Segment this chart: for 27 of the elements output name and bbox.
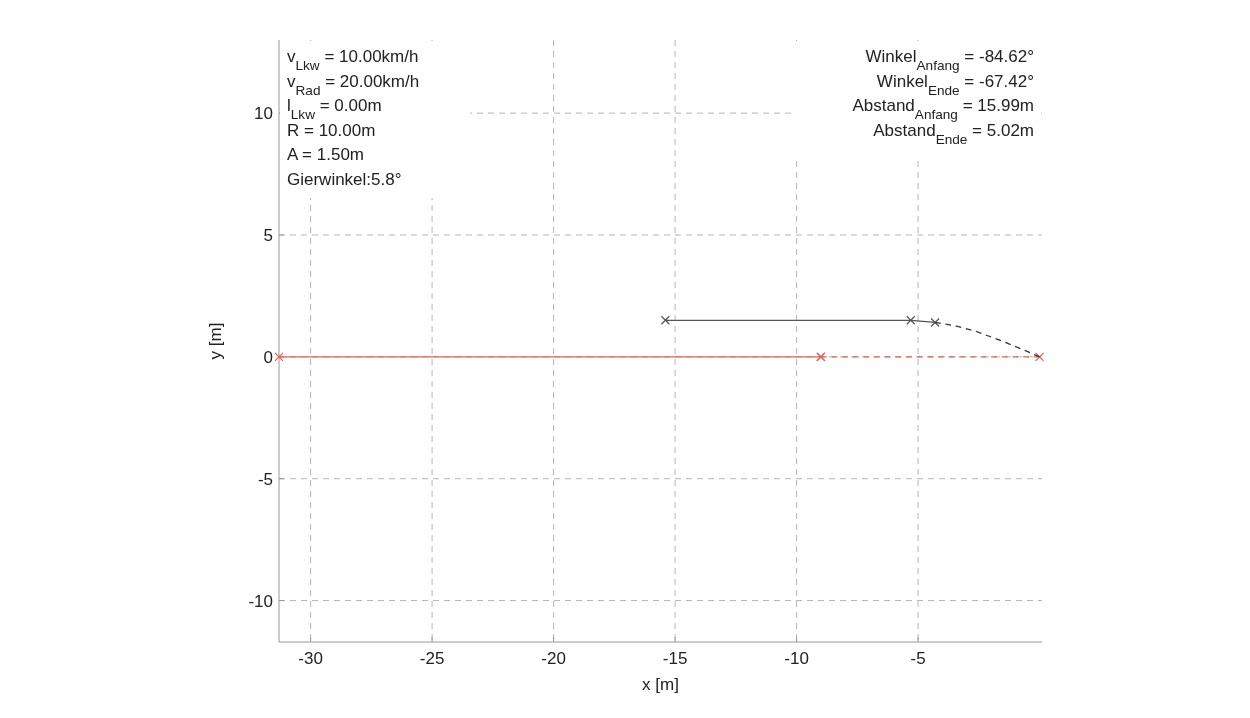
annotation: A = 1.50m	[287, 145, 365, 164]
point	[274, 352, 284, 362]
point	[930, 317, 940, 328]
y-axis-title: y [m]	[206, 322, 225, 360]
annotation: Gierwinkel:5.8°	[287, 169, 402, 189]
line-series	[934, 321, 1041, 358]
annotation: Abstand$_{Anfang}$ = 15.99m	[852, 96, 1034, 122]
x-tick-label: -20	[541, 649, 566, 668]
x-tick-label: -15	[662, 649, 688, 668]
x-axis-title: x [m]	[642, 675, 679, 694]
y-tick-label: 10	[254, 104, 273, 124]
annotation: R = 10.00m	[287, 120, 376, 140]
y-tick-label: 5	[263, 225, 273, 245]
x-tick-label: -10	[784, 649, 809, 668]
y-tick-label: -10	[248, 591, 273, 611]
annotation: v$_{Rad}$ = 20.00km/h	[287, 71, 420, 97]
point	[660, 315, 670, 325]
x-tick-label: -30	[298, 649, 323, 668]
point	[1034, 352, 1045, 362]
annotation: v$_{Lkw}$ = 10.00km/h	[287, 47, 419, 73]
x-tick-label: -5	[910, 649, 926, 668]
x-tick-label: -25	[419, 649, 445, 668]
annotation: l$_{Lkw}$ = 0.00m	[287, 96, 382, 122]
point	[906, 315, 916, 325]
y-tick-label: -5	[257, 469, 273, 489]
annotation: Winkel$_{Anfang}$ = -84.62°	[865, 47, 1034, 73]
y-tick-label: 0	[263, 347, 273, 367]
